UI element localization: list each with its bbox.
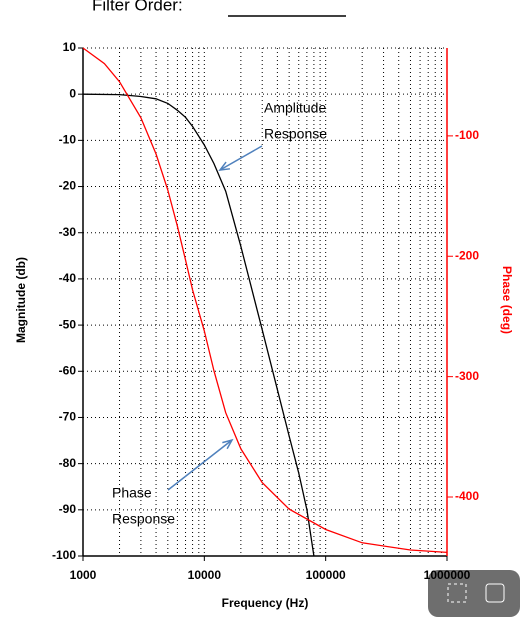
x-axis-label: Frequency (Hz): [222, 596, 309, 610]
annotation: Response: [112, 511, 175, 527]
y-tick-label: -70: [59, 410, 77, 424]
line-series: [82, 47, 448, 554]
y2-tick-label: -100: [455, 128, 479, 142]
y-axis-label: Magnitude (db): [14, 257, 28, 343]
arrow-head: [218, 161, 231, 171]
chart-title: Filter Order:: [92, 0, 183, 14]
y2-axis-label: Phase (deg): [500, 266, 514, 334]
annotation-arrow: [167, 439, 233, 491]
arrow-head: [222, 438, 234, 450]
y-tick-label: -20: [59, 179, 77, 193]
annotation: Response: [264, 126, 327, 142]
y-tick-label: -80: [59, 456, 77, 470]
y-tick-label: -100: [52, 548, 76, 562]
annotation: Phase: [112, 485, 152, 501]
line-series: [82, 93, 315, 557]
y-tick-label: -30: [59, 225, 77, 239]
y-tick-label: -10: [59, 133, 77, 147]
toolbar-bg: [428, 570, 520, 617]
y-tick-label: -40: [59, 271, 77, 285]
y-tick-label: 10: [63, 40, 77, 54]
y2-tick-label: -200: [455, 248, 479, 262]
y-tick-label: -90: [59, 502, 77, 516]
x-tick-label: 1000: [70, 568, 97, 582]
annotation: Amplitude: [264, 100, 326, 116]
y2-tick-label: -400: [455, 489, 479, 503]
select-button[interactable]: [447, 583, 467, 603]
x-tick-label: 10000: [188, 568, 222, 582]
y-tick-label: -50: [59, 317, 77, 331]
x-tick-label: 1000000: [424, 568, 471, 582]
expand-button[interactable]: [485, 583, 505, 603]
y-tick-label: 0: [69, 86, 76, 100]
ui-buttons: [428, 570, 520, 617]
annotation-arrow: [219, 145, 263, 171]
y-tick-label: -60: [59, 363, 77, 377]
y2-tick-label: -300: [455, 369, 479, 383]
x-tick-label: 100000: [306, 568, 346, 582]
